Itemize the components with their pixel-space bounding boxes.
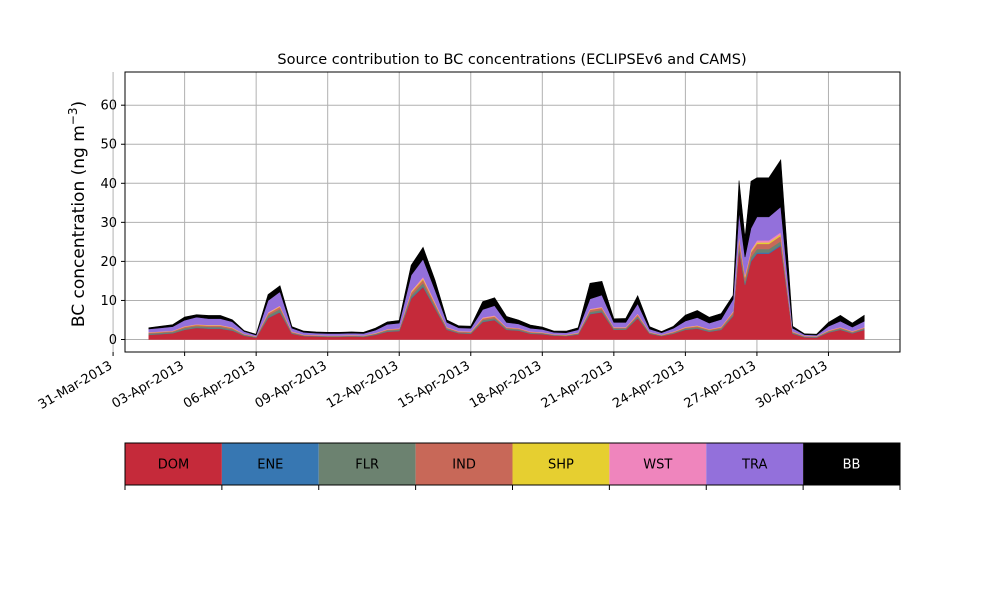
area-bb: [148, 158, 865, 336]
grid-lines: [112, 72, 900, 352]
x-tick-label: 09-Apr-2013: [253, 358, 330, 411]
legend-label-tra: TRA: [741, 458, 767, 473]
x-tick-label: 30-Apr-2013: [753, 358, 830, 411]
y-tick-label: 20: [100, 255, 117, 270]
y-axis-label: BC concentration (ng m−3): [66, 101, 89, 327]
x-tick-label: 18-Apr-2013: [467, 358, 544, 411]
legend-label-flr: FLR: [355, 458, 379, 473]
x-tick-label: 12-Apr-2013: [324, 358, 401, 411]
x-tick-label: 21-Apr-2013: [539, 358, 616, 411]
x-tick-label: 15-Apr-2013: [396, 358, 473, 411]
y-tick-label: 10: [100, 294, 117, 309]
colorbar-legend: DOM ENE FLR IND SHP WST TRA BB: [124, 442, 901, 490]
x-tick-label: 27-Apr-2013: [682, 358, 759, 411]
stacked-areas: [148, 158, 865, 340]
plot-frame: [124, 71, 901, 353]
legend-label-shp: SHP: [548, 458, 574, 473]
legend-swatch-wst: [609, 443, 707, 485]
legend-swatch-flr: [318, 443, 416, 485]
x-tick-label: 06-Apr-2013: [181, 358, 258, 411]
y-tick-label: 50: [100, 138, 117, 153]
legend-swatch-ene: [221, 443, 319, 485]
legend-swatch-shp: [512, 443, 610, 485]
x-tick-label: 24-Apr-2013: [610, 358, 687, 411]
y-tick-label: 60: [100, 99, 117, 114]
legend-label-bb: BB: [843, 458, 861, 473]
y-tick-label: 40: [100, 177, 117, 192]
x-tick-label: 31-Mar-2013: [36, 358, 115, 412]
legend-swatch-dom: [125, 443, 222, 485]
legend-swatch-ind: [415, 443, 513, 485]
chart-title: Source contribution to BC concentrations…: [277, 52, 746, 68]
y-tick-label: 0: [109, 333, 117, 348]
legend-label-dom: DOM: [158, 458, 189, 473]
legend-swatch-tra: [706, 443, 804, 485]
x-tick-label: 03-Apr-2013: [109, 358, 186, 411]
legend-label-ind: IND: [452, 458, 476, 473]
legend-swatch-bb: [803, 443, 900, 485]
legend-label-wst: WST: [643, 458, 672, 473]
legend-label-ene: ENE: [257, 458, 283, 473]
y-tick-label: 30: [100, 216, 117, 231]
